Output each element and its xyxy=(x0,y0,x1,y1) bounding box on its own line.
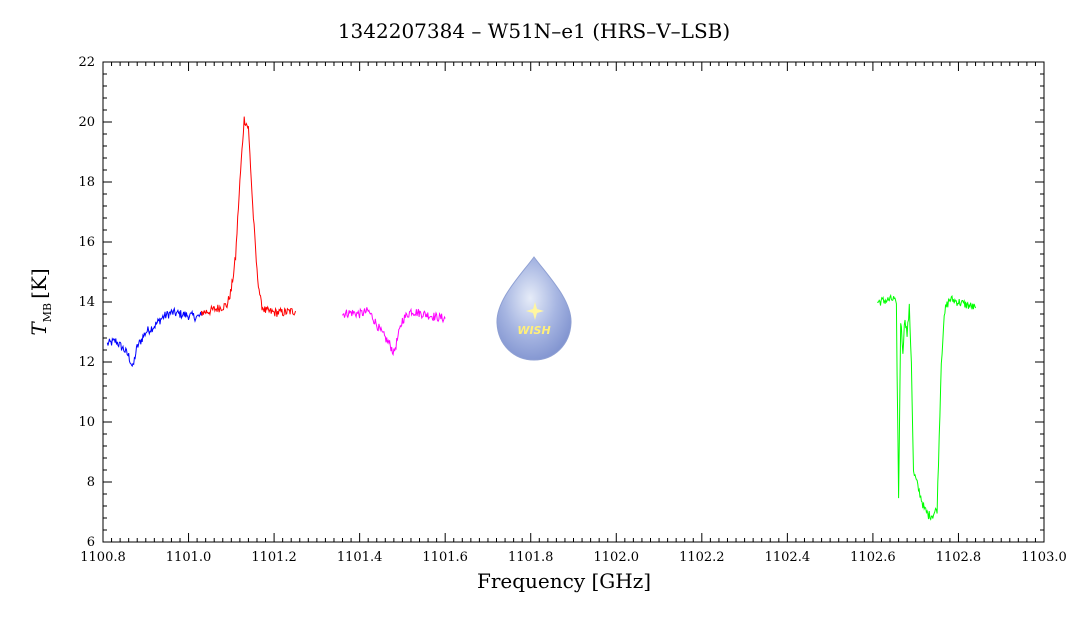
series-line-2 xyxy=(200,116,296,317)
wish-logo: WISH xyxy=(496,256,572,361)
y-axis-label: TMB [K] xyxy=(27,268,54,335)
series-layer xyxy=(106,116,977,521)
y-tick-label: 18 xyxy=(78,175,95,190)
x-tick-label: 1101.4 xyxy=(337,550,383,565)
y-tick-label: 6 xyxy=(87,535,95,550)
y-tick-label: 10 xyxy=(78,415,95,430)
x-tick-label: 1101.6 xyxy=(422,550,468,565)
y-tick-label: 22 xyxy=(78,55,95,70)
x-tick-label: 1102.0 xyxy=(594,550,640,565)
star-icon xyxy=(526,302,544,320)
x-tick-label: 1102.8 xyxy=(936,550,982,565)
x-tick-label: 1101.8 xyxy=(508,550,554,565)
x-tick-label: 1102.2 xyxy=(679,550,725,565)
plot-frame xyxy=(102,61,1045,543)
axis-ticks xyxy=(102,61,1045,543)
y-tick-label: 20 xyxy=(78,115,95,130)
series-line-3 xyxy=(342,307,446,357)
series-line-1 xyxy=(106,306,202,368)
x-tick-label: 1102.6 xyxy=(850,550,896,565)
y-tick-labels: 6 8 10 12 14 16 18 20 22 xyxy=(78,55,95,550)
y-tick-label: 12 xyxy=(78,355,95,370)
x-tick-label: 1101.0 xyxy=(166,550,212,565)
x-tick-label: 1100.8 xyxy=(80,550,126,565)
x-tick-label: 1101.2 xyxy=(251,550,297,565)
y-axis-label-unit: [K] xyxy=(27,268,51,299)
y-axis-label-main: T xyxy=(27,321,51,336)
x-axis-label: Frequency [GHz] xyxy=(477,569,651,593)
y-tick-label: 8 xyxy=(87,475,95,490)
chart-title: 1342207384 – W51N–e1 (HRS–V–LSB) xyxy=(338,19,730,43)
y-axis-label-sub: MB xyxy=(41,303,54,322)
x-tick-label: 1103.0 xyxy=(1021,550,1067,565)
x-tick-label: 1102.4 xyxy=(765,550,811,565)
y-tick-label: 16 xyxy=(78,235,95,250)
svg-text:TMB[K]: TMB [K] xyxy=(27,268,54,335)
y-tick-label: 14 xyxy=(78,295,95,310)
series-line-4 xyxy=(877,293,977,521)
x-tick-labels: 1100.8 1101.0 1101.2 1101.4 1101.6 1101.8 1102… xyxy=(80,550,1067,565)
logo-label: WISH xyxy=(517,324,550,337)
